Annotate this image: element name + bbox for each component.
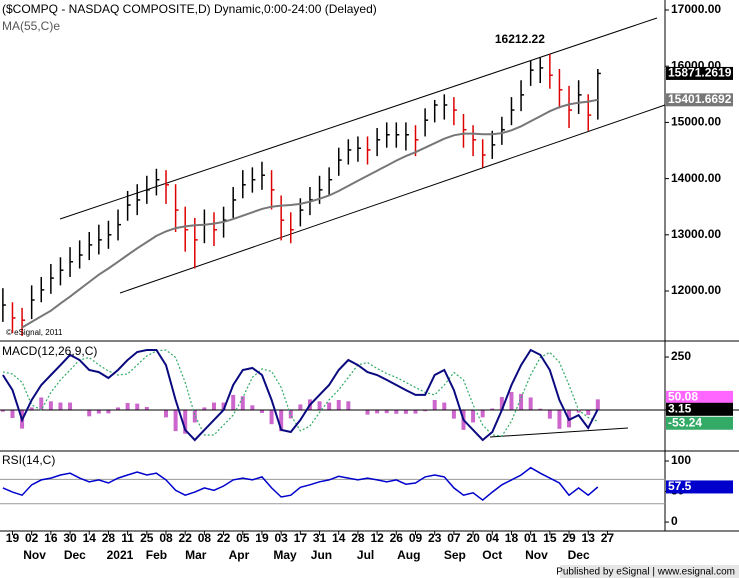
- y-tick-label: 17000.00: [671, 2, 721, 16]
- month-label: Nov: [23, 548, 46, 562]
- peak-annotation: 16212.22: [495, 32, 545, 46]
- x-tick-label: 12: [370, 531, 384, 545]
- histogram-value-label-bg: [666, 390, 733, 404]
- x-tick-label: 20: [466, 531, 480, 545]
- macd-value-label: 3.15: [668, 401, 692, 415]
- y-tick-label: 14000.00: [671, 171, 721, 185]
- x-tick-label: 08: [159, 531, 173, 545]
- macd-value-label-bg: [666, 402, 733, 416]
- footer-bar: [560, 565, 739, 578]
- ma-line: [21, 98, 598, 329]
- x-tick-label: 25: [140, 531, 154, 545]
- month-label: Mar: [185, 548, 207, 562]
- y-tick-label: 250: [671, 349, 691, 363]
- month-label: 2021: [107, 548, 134, 562]
- x-tick-label: 30: [63, 531, 77, 545]
- rsi-value-label: 57.5: [668, 479, 692, 493]
- x-tick-label: 22: [179, 531, 193, 545]
- macd-trend-line: [489, 427, 629, 438]
- x-tick-label: 14: [332, 531, 346, 545]
- x-tick-label: 19: [6, 531, 20, 545]
- marks: [0, 54, 739, 505]
- month-label: Aug: [397, 548, 420, 562]
- x-tick-label: 05: [236, 531, 250, 545]
- x-tick-label: 01: [524, 531, 538, 545]
- signal-value-label: -53.24: [668, 415, 702, 429]
- trend-channel-line: [59, 17, 658, 220]
- x-tick-label: 11: [121, 531, 134, 545]
- month-label: Jul: [357, 548, 374, 562]
- x-tick-label: 04: [486, 531, 500, 545]
- x-tick-label: 26: [390, 531, 404, 545]
- month-label: Dec: [64, 548, 86, 562]
- signal-value-label-bg: [666, 416, 733, 430]
- month-label: Feb: [146, 548, 167, 562]
- rsi-value-label-bg: [666, 480, 733, 494]
- macd-line: [2, 348, 599, 442]
- x-tick-label: 28: [351, 531, 365, 545]
- x-tick-label: 29: [562, 531, 576, 545]
- month-label: Jun: [311, 548, 332, 562]
- last-price-label: 15871.2619: [668, 66, 732, 80]
- x-tick-label: 07: [447, 531, 461, 545]
- x-tick-label: 31: [313, 531, 327, 545]
- month-label: Dec: [568, 548, 590, 562]
- trend-channel-line: [119, 104, 666, 294]
- chart-title: ($COMPQ - NASDAQ COMPOSITE,D) Dynamic,0:…: [2, 2, 377, 16]
- month-label: Sep: [444, 548, 466, 562]
- x-tick-label: 09: [409, 531, 423, 545]
- x-tick-label: 16: [44, 531, 58, 545]
- x-tick-label: 27: [601, 531, 615, 545]
- x-tick-label: 14: [83, 531, 97, 545]
- x-tick-label: 03: [274, 531, 288, 545]
- x-tick-label: 15: [543, 531, 557, 545]
- rsi-title: RSI(14,C): [2, 453, 55, 467]
- x-tick-label: 18: [505, 531, 519, 545]
- month-label: Apr: [229, 548, 250, 562]
- histogram-value-label: 50.08: [668, 390, 698, 404]
- x-tick-label: 13: [582, 531, 596, 545]
- x-tick-label: 19: [255, 531, 269, 545]
- last-price-label-bg: [666, 66, 733, 80]
- x-tick-label: 23: [428, 531, 442, 545]
- signal-line: [2, 349, 599, 437]
- month-label: Nov: [525, 548, 548, 562]
- y-tick-label: 13000.00: [671, 227, 721, 241]
- x-tick-label: 22: [217, 531, 231, 545]
- rsi-line: [2, 466, 599, 502]
- ma-value-label: 15401.6692: [668, 92, 732, 106]
- x-tick-label: 28: [102, 531, 116, 545]
- x-tick-label: 02: [25, 531, 39, 545]
- x-tick-label: 08: [198, 531, 212, 545]
- footer: Published by eSignal | www.esignal.com: [556, 567, 735, 578]
- watermark: © eSignal, 2011: [6, 328, 63, 337]
- y-tick-label: 100: [671, 453, 691, 467]
- macd-title: MACD(12,26,9,C): [2, 344, 97, 358]
- month-label: Oct: [482, 548, 502, 562]
- month-label: May: [273, 548, 297, 562]
- x-tick-label: 17: [294, 531, 308, 545]
- y-tick-label: 0: [671, 514, 678, 528]
- ma-label: MA(55,C)e: [2, 19, 60, 33]
- ma-value-label-bg: [666, 93, 733, 107]
- y-tick-label: 15000.00: [671, 115, 721, 129]
- y-tick-label: 12000.00: [671, 283, 721, 297]
